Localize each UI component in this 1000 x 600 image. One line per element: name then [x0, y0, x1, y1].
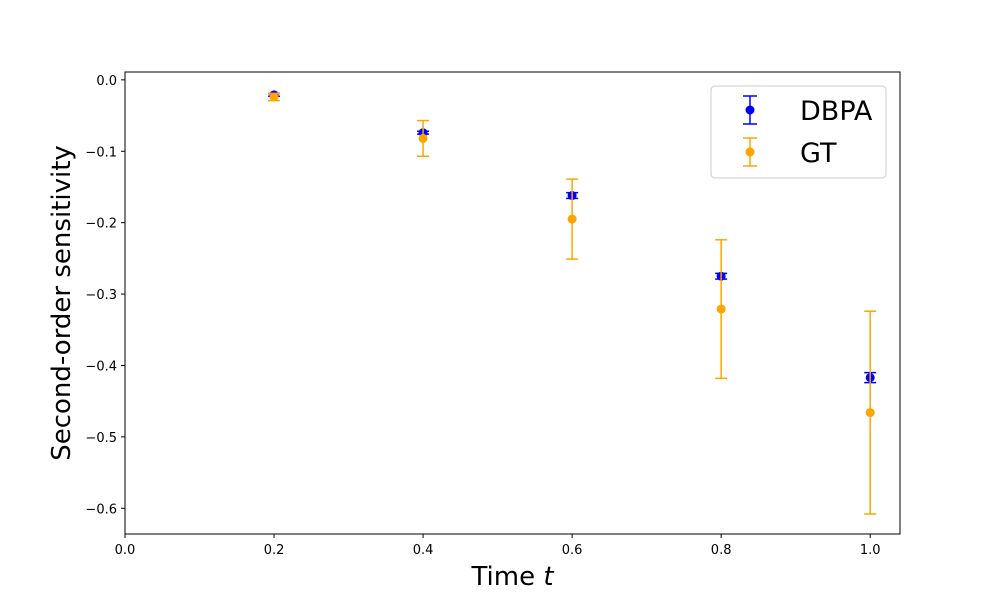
y-tick-label: −0.3 [85, 288, 117, 303]
data-point [269, 92, 279, 102]
x-axis-label: Time t [470, 562, 554, 592]
y-tick-label: −0.2 [85, 217, 117, 232]
x-tick-label: 1.0 [860, 543, 881, 558]
x-tick-label: 0.0 [115, 543, 136, 558]
y-axis-label: Second-order sensitivity [47, 145, 77, 461]
plot-marks [268, 90, 877, 515]
data-point [716, 304, 726, 314]
y-tick-label: −0.1 [85, 145, 117, 160]
x-tick-label: 0.6 [562, 543, 583, 558]
x-tick-label: 0.8 [711, 543, 732, 558]
legend-label: DBPA [800, 96, 873, 127]
legend-marker [745, 105, 755, 115]
legend-label: GT [800, 138, 837, 169]
data-point [418, 133, 428, 143]
x-tick-label: 0.2 [264, 543, 285, 558]
x-axis-label-text: Time [470, 562, 535, 592]
legend-marker [745, 147, 755, 157]
series-gt [268, 92, 877, 515]
legend-box [710, 85, 887, 179]
data-point [865, 408, 875, 418]
legend-entry-dbpa: DBPA [743, 95, 873, 127]
data-point [567, 214, 577, 224]
x-tick-label: 0.4 [413, 543, 434, 558]
y-tick-label: −0.5 [85, 431, 117, 446]
y-axis-ticks: 0.0 −0.1 −0.2 −0.3 −0.4 −0.5 −0.6 [85, 74, 125, 517]
x-axis-label-variable: t [543, 562, 554, 592]
x-axis-ticks: 0.0 0.2 0.4 0.6 0.8 1.0 [115, 534, 881, 558]
y-tick-label: −0.4 [85, 359, 117, 374]
y-tick-label: −0.6 [85, 502, 117, 517]
plot-frame [124, 71, 901, 535]
legend: DBPA GT [710, 85, 887, 179]
legend-entry-gt: GT [743, 137, 837, 169]
y-tick-label: 0.0 [96, 74, 117, 89]
